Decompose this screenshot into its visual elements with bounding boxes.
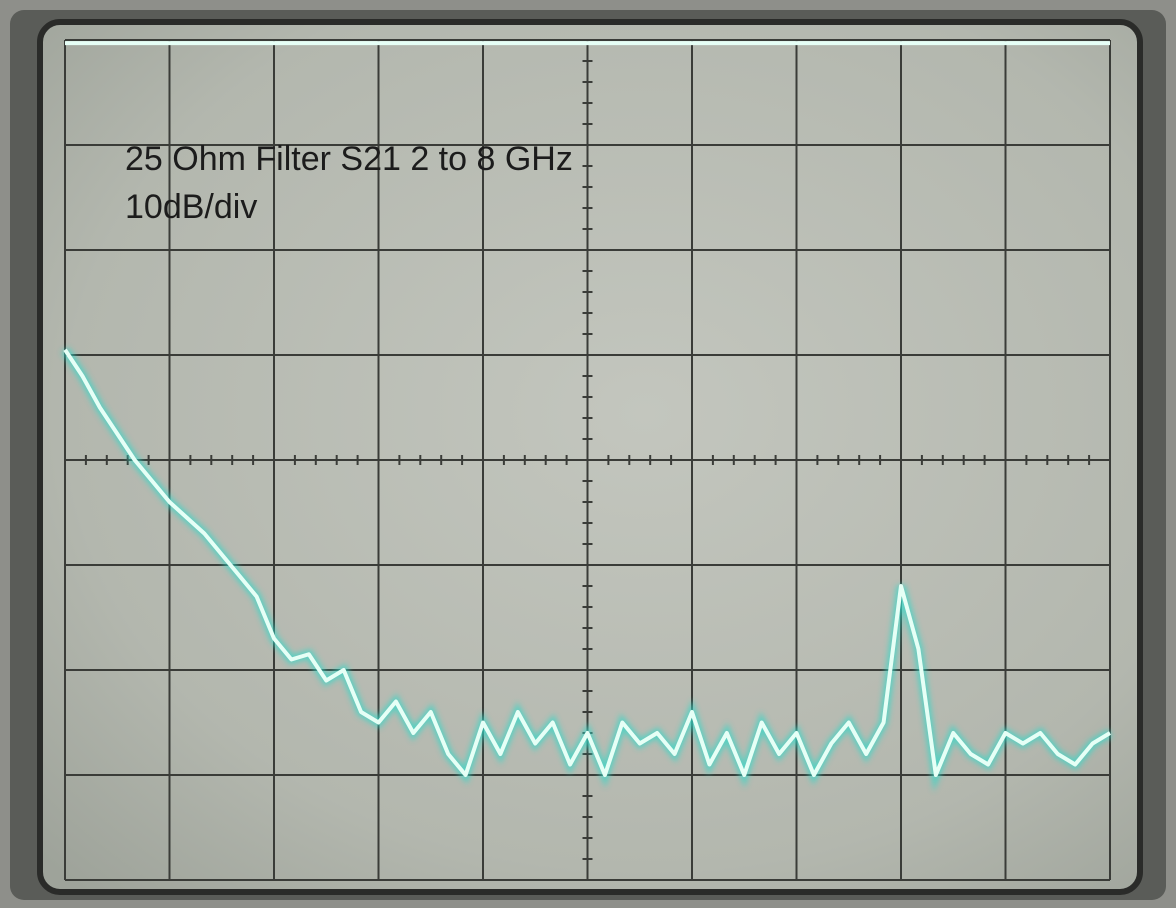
chart-title: 25 Ohm Filter S21 2 to 8 GHz [125, 140, 573, 178]
screen [37, 19, 1143, 895]
chart-subtitle: 10dB/div [125, 188, 257, 226]
trace [63, 348, 1112, 777]
